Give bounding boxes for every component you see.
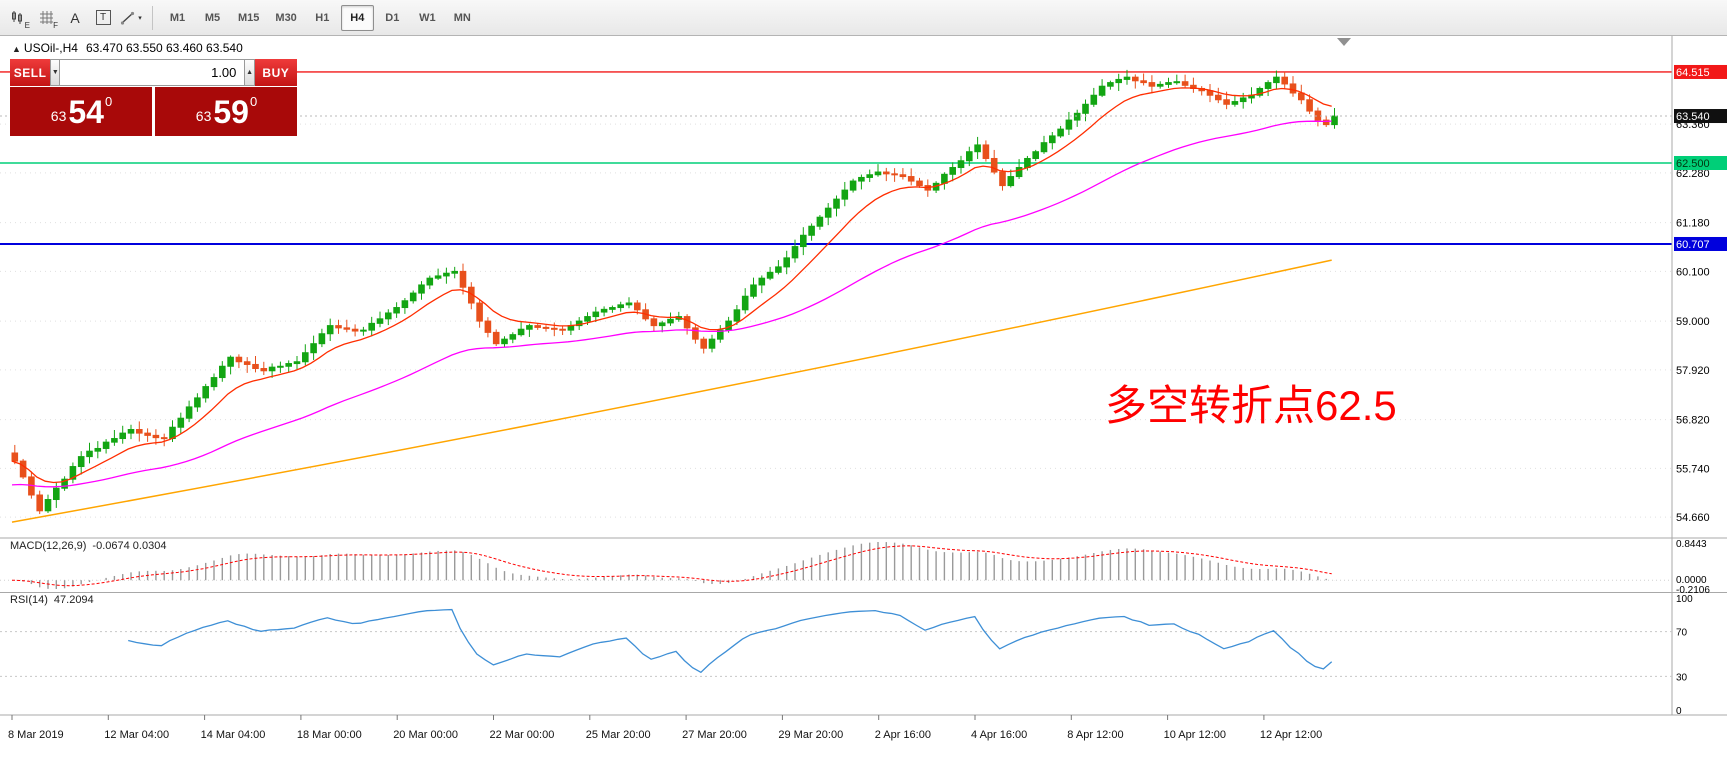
buy-price-button[interactable]: 63 59 0	[155, 87, 297, 136]
svg-text:0.0000: 0.0000	[1676, 575, 1707, 586]
svg-text:0: 0	[1676, 706, 1682, 717]
timeframe-m5-button[interactable]: M5	[204, 11, 221, 24]
svg-text:10 Apr 12:00: 10 Apr 12:00	[1164, 729, 1226, 741]
svg-text:62.280: 62.280	[1676, 168, 1710, 180]
svg-text:64.515: 64.515	[1676, 67, 1710, 79]
icon-sub-label: E	[24, 20, 30, 30]
top-toolbar: E F A T ▾ M1 M5 M15 M30 H1 H4 D1 W1 MN	[0, 0, 1727, 36]
svg-text:0.8443: 0.8443	[1676, 539, 1707, 550]
macd-indicator-label: MACD(12,26,9) -0.0674 0.0304	[10, 540, 167, 552]
timeframe-m30-button[interactable]: M30	[275, 11, 297, 24]
svg-text:22 Mar 00:00: 22 Mar 00:00	[490, 729, 555, 741]
timeframe-mn-button[interactable]: MN	[453, 11, 471, 24]
svg-text:55.740: 55.740	[1676, 463, 1710, 475]
svg-text:54.660: 54.660	[1676, 512, 1710, 524]
svg-text:60.707: 60.707	[1676, 239, 1710, 251]
text-annotation-icon[interactable]: A	[70, 9, 80, 26]
rsi-indicator-label: RSI(14) 47.2094	[10, 594, 94, 606]
svg-text:57.920: 57.920	[1676, 365, 1710, 377]
one-click-trade-panel: SELL ▼ ▲ BUY 63 54 0 63 59 0	[10, 59, 297, 136]
boxed-t: T	[95, 10, 111, 25]
timeframe-h4-button[interactable]: H4	[340, 4, 374, 31]
volume-dropdown-button[interactable]: ▼	[50, 59, 61, 86]
volume-stepper-up[interactable]: ▲	[244, 59, 255, 86]
svg-text:-0.2106: -0.2106	[1676, 585, 1710, 596]
timeframe-m15-button[interactable]: M15	[238, 11, 260, 24]
svg-text:12 Mar 04:00: 12 Mar 04:00	[104, 729, 169, 741]
chart-type-icon[interactable]: E	[6, 5, 32, 31]
svg-text:61.180: 61.180	[1676, 218, 1710, 230]
svg-text:8 Apr 12:00: 8 Apr 12:00	[1067, 729, 1123, 741]
timeframe-m1-button[interactable]: M1	[169, 11, 186, 24]
icon-sub-label: F	[53, 20, 58, 30]
svg-text:27 Mar 20:00: 27 Mar 20:00	[682, 729, 747, 741]
svg-text:63.540: 63.540	[1676, 111, 1710, 123]
volume-input[interactable]	[60, 59, 245, 86]
svg-text:59.000: 59.000	[1676, 316, 1710, 328]
svg-text:20 Mar 00:00: 20 Mar 00:00	[393, 729, 458, 741]
sell-button[interactable]: SELL	[10, 59, 51, 86]
grid-icon[interactable]: F	[34, 5, 60, 31]
timeframe-h1-button[interactable]: H1	[315, 11, 330, 24]
timeframe-w1-button[interactable]: W1	[419, 11, 436, 24]
svg-text:8 Mar 2019: 8 Mar 2019	[8, 729, 64, 741]
symbol-name: USOil-,H4	[23, 41, 78, 55]
symbol-marker-icon: ▲	[12, 44, 21, 54]
svg-text:56.820: 56.820	[1676, 415, 1710, 427]
svg-text:25 Mar 20:00: 25 Mar 20:00	[586, 729, 651, 741]
svg-text:100: 100	[1676, 594, 1693, 605]
buy-button[interactable]: BUY	[254, 59, 297, 86]
chart-annotation: 多空转折点62.5	[1105, 382, 1397, 429]
svg-text:4 Apr 16:00: 4 Apr 16:00	[971, 729, 1027, 741]
svg-text:12 Apr 12:00: 12 Apr 12:00	[1260, 729, 1322, 741]
chevron-down-icon: ▾	[138, 14, 142, 22]
svg-text:30: 30	[1676, 672, 1688, 683]
sell-price-button[interactable]: 63 54 0	[10, 87, 152, 136]
toolbar-separator	[152, 5, 153, 30]
timeframe-d1-button[interactable]: D1	[385, 11, 400, 24]
svg-text:62.500: 62.500	[1676, 158, 1710, 170]
svg-text:14 Mar 04:00: 14 Mar 04:00	[201, 729, 266, 741]
svg-text:70: 70	[1676, 628, 1688, 639]
drawing-tools-icon[interactable]: ▾	[118, 5, 144, 31]
svg-text:60.100: 60.100	[1676, 266, 1710, 278]
symbol-ohlc-line: ▲ USOil-,H4 63.470 63.550 63.460 63.540	[12, 41, 243, 55]
text-label-icon[interactable]: T	[90, 5, 116, 31]
svg-text:2 Apr 16:00: 2 Apr 16:00	[875, 729, 931, 741]
svg-text:18 Mar 00:00: 18 Mar 00:00	[297, 729, 362, 741]
ohlc-values: 63.470 63.550 63.460 63.540	[85, 41, 243, 55]
svg-text:29 Mar 20:00: 29 Mar 20:00	[778, 729, 843, 741]
chart-canvas[interactable]: 63.36062.28061.18060.10059.00057.92056.8…	[0, 36, 1727, 757]
